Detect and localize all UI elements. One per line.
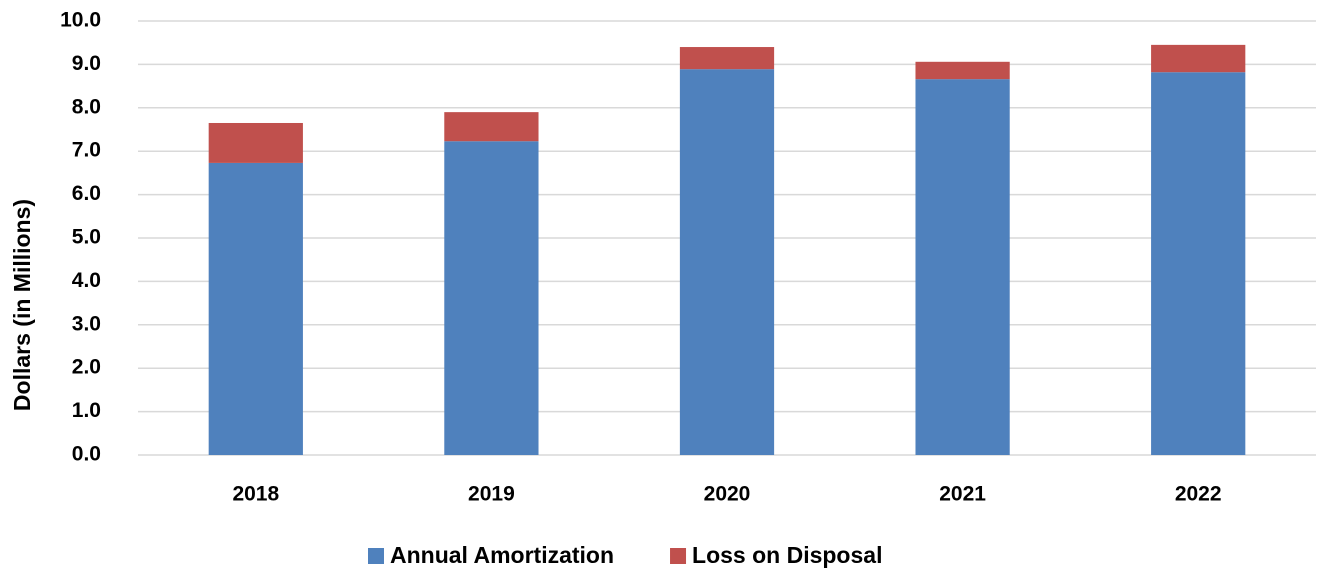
bar-segment	[444, 141, 539, 455]
y-tick-label: 9.0	[72, 52, 101, 75]
y-tick-label: 3.0	[72, 312, 101, 335]
bar-segment	[915, 79, 1010, 455]
y-tick-label: 10.0	[60, 9, 101, 32]
legend-swatch	[670, 548, 687, 564]
legend-label: Annual Amortization	[390, 542, 614, 568]
legend-label: Loss on Disposal	[692, 542, 882, 568]
x-tick-label: 2022	[1175, 483, 1222, 506]
y-tick-label: 5.0	[72, 226, 101, 249]
bar-segment	[208, 162, 303, 455]
x-tick-label: 2019	[468, 483, 515, 506]
y-axis-label: Dollars (in Millions)	[9, 199, 35, 411]
bar-segment	[915, 61, 1010, 80]
bar-segment	[679, 69, 775, 455]
bar-segment	[1151, 44, 1246, 73]
x-tick-label: 2021	[939, 483, 986, 506]
bar-segment	[679, 47, 775, 70]
y-tick-label: 4.0	[72, 269, 101, 292]
bar-segment	[208, 122, 303, 163]
y-tick-label: 6.0	[72, 182, 101, 205]
y-tick-label: 1.0	[72, 399, 101, 422]
y-tick-label: 0.0	[72, 443, 101, 466]
legend-swatch	[368, 548, 384, 564]
y-tick-label: 8.0	[72, 95, 101, 118]
y-tick-label: 7.0	[72, 139, 101, 162]
bar-segment	[444, 112, 539, 142]
bar-segment	[1151, 72, 1246, 455]
x-tick-label: 2018	[232, 483, 279, 506]
x-tick-label: 2020	[704, 483, 751, 506]
y-tick-label: 2.0	[72, 356, 101, 379]
